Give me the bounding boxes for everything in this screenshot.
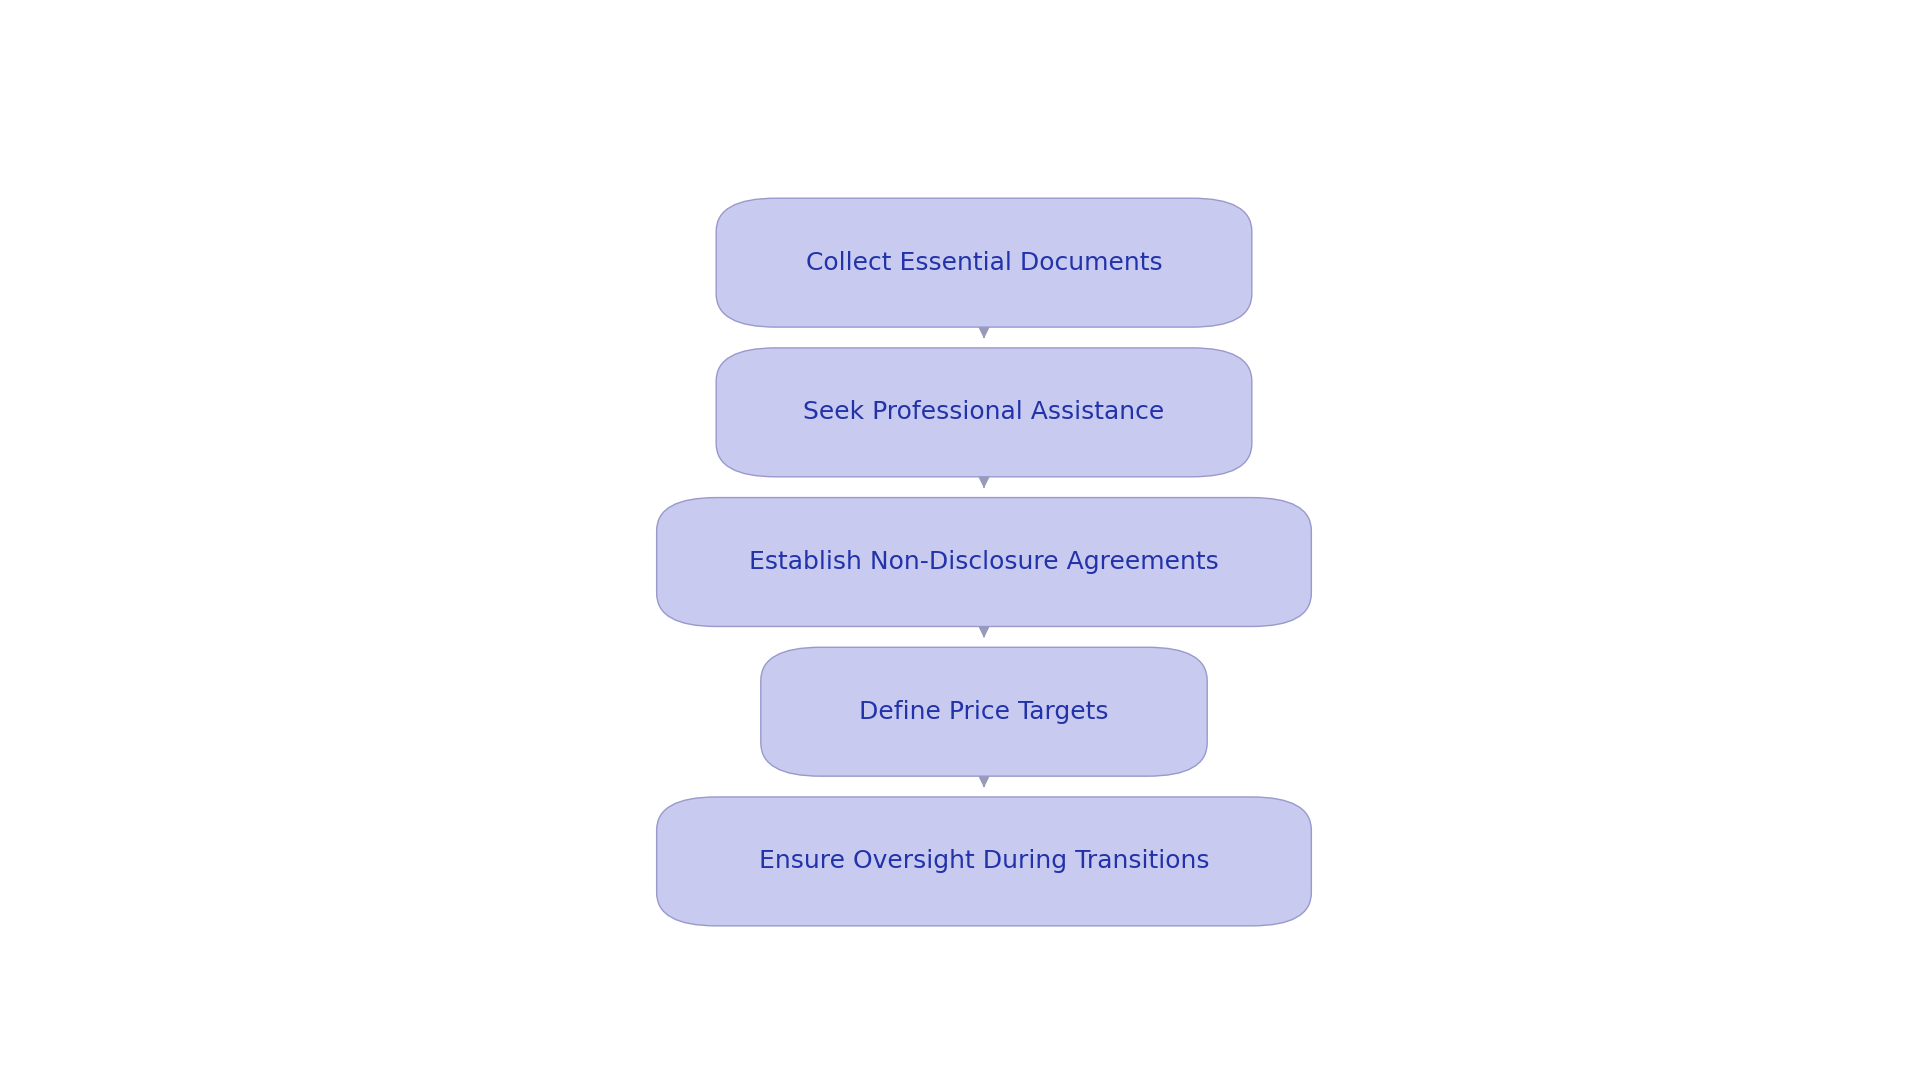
FancyBboxPatch shape: [716, 348, 1252, 476]
FancyBboxPatch shape: [657, 797, 1311, 926]
Text: Ensure Oversight During Transitions: Ensure Oversight During Transitions: [758, 849, 1210, 874]
Text: Establish Non-Disclosure Agreements: Establish Non-Disclosure Agreements: [749, 550, 1219, 575]
Text: Collect Essential Documents: Collect Essential Documents: [806, 251, 1162, 274]
Text: Seek Professional Assistance: Seek Professional Assistance: [803, 401, 1165, 424]
FancyBboxPatch shape: [716, 199, 1252, 327]
FancyBboxPatch shape: [760, 647, 1208, 777]
Text: Define Price Targets: Define Price Targets: [860, 700, 1108, 724]
FancyBboxPatch shape: [657, 498, 1311, 626]
